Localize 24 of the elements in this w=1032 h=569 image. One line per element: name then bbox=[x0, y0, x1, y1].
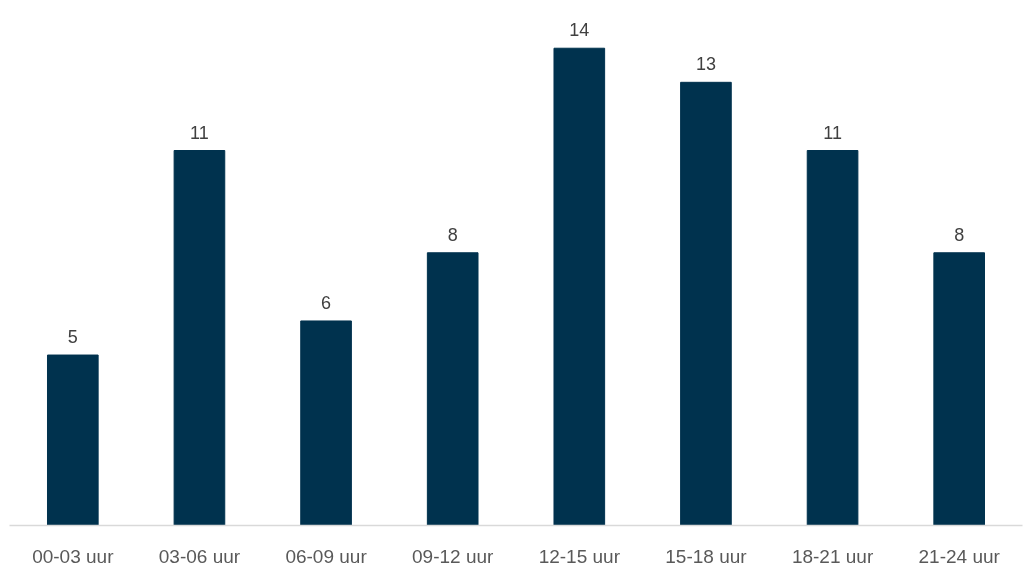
x-tick-label: 21-24 uur bbox=[918, 545, 1001, 567]
x-tick-label: 18-21 uur bbox=[791, 545, 874, 567]
bar bbox=[46, 354, 99, 526]
bar bbox=[173, 150, 226, 526]
data-label: 13 bbox=[695, 54, 716, 75]
bar bbox=[553, 47, 606, 526]
x-tick-label: 00-03 uur bbox=[32, 545, 115, 567]
data-label: 5 bbox=[67, 327, 78, 348]
bar bbox=[933, 252, 986, 526]
bar bbox=[806, 150, 859, 526]
data-label: 8 bbox=[954, 224, 965, 245]
data-label: 11 bbox=[823, 122, 842, 143]
data-label: 14 bbox=[569, 20, 590, 41]
bar bbox=[680, 81, 732, 526]
x-tick-label: 09-12 uur bbox=[412, 545, 495, 567]
x-tick-label: 06-09 uur bbox=[285, 545, 368, 567]
data-label: 6 bbox=[321, 292, 332, 313]
x-tick-label: 03-06 uur bbox=[158, 545, 241, 567]
bar bbox=[300, 320, 352, 526]
data-label: 11 bbox=[190, 122, 209, 143]
x-tick-label: 15-18 uur bbox=[665, 545, 748, 567]
x-tick-label: 12-15 uur bbox=[538, 545, 621, 567]
bar bbox=[426, 252, 479, 526]
data-label: 8 bbox=[447, 224, 458, 245]
